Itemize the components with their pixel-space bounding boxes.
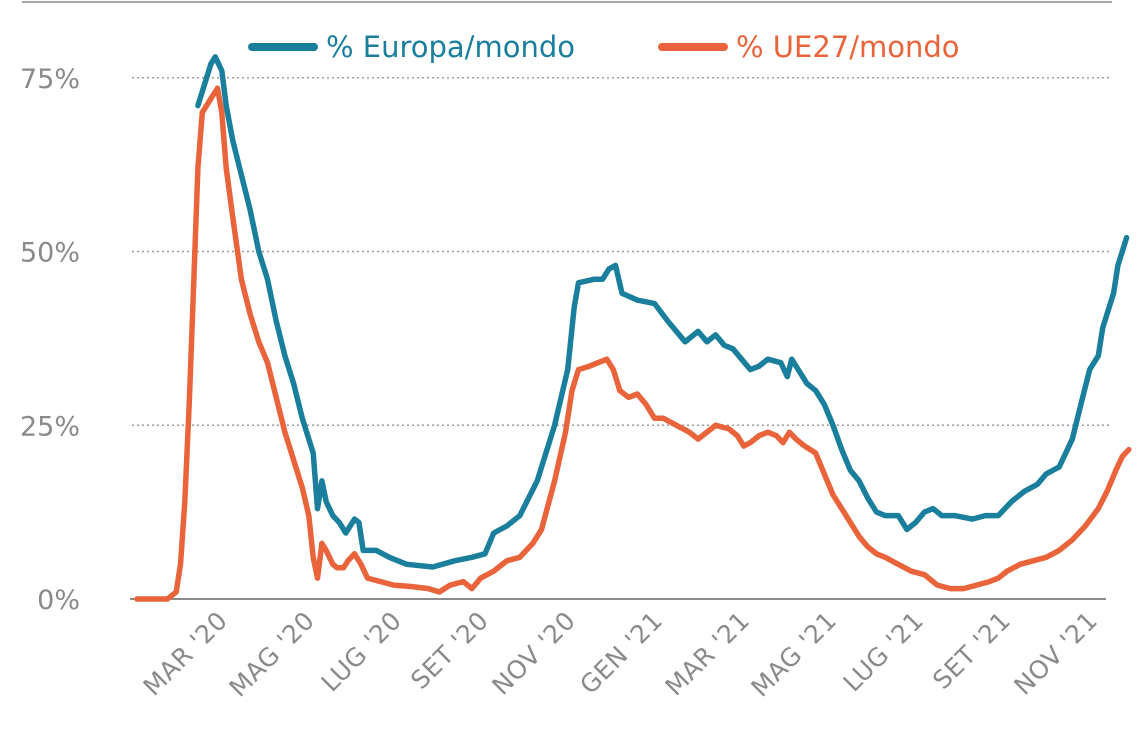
legend: % Europa/mondo % UE27/mondo: [248, 30, 960, 64]
x-tick-label: SET '21: [927, 606, 1016, 695]
legend-label: % Europa/mondo: [326, 30, 575, 64]
series-line-1: [195, 54, 1130, 570]
x-tick-label: LUG '21: [838, 606, 930, 698]
series-lines: [134, 54, 1132, 602]
legend-label: % UE27/mondo: [736, 30, 960, 64]
x-tick-label: NOV '20: [486, 606, 581, 701]
x-tick-label: MAG '20: [224, 606, 321, 703]
x-tick-label: LUG '20: [316, 606, 408, 698]
y-tick-label: 0%: [37, 585, 80, 616]
x-tick-label: MAR '21: [660, 606, 756, 702]
gridlines: [132, 77, 1112, 426]
y-axis-tick-labels: 0% 25% 50% 75%: [20, 64, 80, 616]
y-tick-label: 50%: [20, 238, 80, 269]
y-tick-label: 25%: [20, 411, 80, 442]
series-line-2: [134, 85, 1132, 602]
x-tick-label: MAG '21: [746, 606, 843, 703]
x-tick-label: SET '20: [405, 606, 494, 695]
x-tick-label: NOV '21: [1008, 606, 1103, 701]
x-tick-label: GEN '21: [574, 606, 668, 700]
x-tick-label: MAR '20: [138, 606, 234, 702]
y-tick-label: 75%: [20, 64, 80, 95]
